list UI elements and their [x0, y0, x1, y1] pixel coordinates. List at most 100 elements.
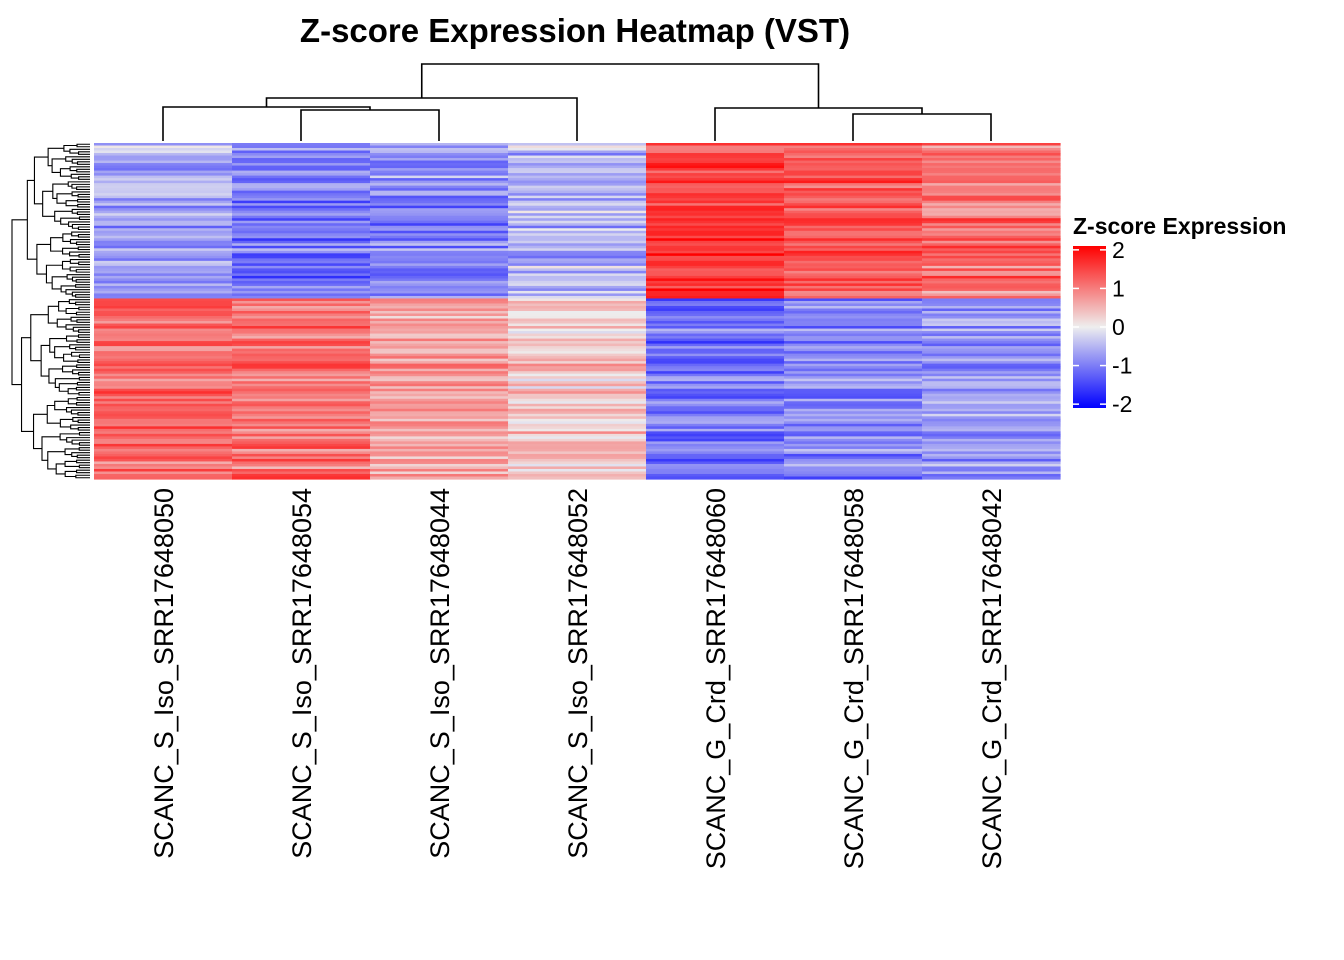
row-dendrogram-branch: [70, 424, 90, 430]
heatmap-cell: [646, 448, 785, 453]
heatmap-cell: [370, 476, 509, 480]
heatmap-cell: [370, 298, 509, 302]
heatmap-cell: [922, 295, 1061, 300]
heatmap-cell: [232, 278, 371, 282]
heatmap-cell: [508, 446, 647, 450]
heatmap-cell: [94, 255, 233, 259]
heatmap-cell: [646, 358, 785, 362]
heatmap-cell: [922, 160, 1061, 164]
heatmap-cell: [646, 203, 785, 207]
heatmap-cell: [94, 185, 233, 189]
heatmap-cell: [646, 215, 785, 219]
heatmap-cell: [784, 341, 923, 345]
heatmap-cell: [646, 431, 785, 435]
row-dendrogram-branch: [71, 231, 90, 237]
heatmap-cell: [646, 225, 785, 229]
heatmap-cell: [508, 438, 647, 442]
row-dendrogram-branch: [76, 339, 90, 343]
heatmap-cell: [922, 193, 1061, 197]
heatmap-cell: [508, 336, 647, 340]
heatmap-cell: [232, 336, 371, 340]
heatmap-cell: [370, 338, 509, 342]
heatmap-cell: [784, 273, 923, 277]
heatmap-cell: [370, 396, 509, 400]
heatmap-cell: [784, 326, 923, 330]
heatmap-cell: [232, 323, 371, 327]
heatmap-cell: [370, 418, 509, 422]
heatmap-cell: [508, 183, 647, 187]
heatmap-cell: [646, 388, 785, 392]
heatmap-cell: [232, 328, 371, 332]
heatmap-cell: [646, 368, 785, 372]
heatmap-cell: [370, 150, 509, 154]
heatmap-cell: [94, 218, 233, 222]
row-dendrogram-branch: [77, 427, 90, 431]
heatmap-cell: [232, 268, 371, 272]
heatmap-cell: [646, 233, 785, 237]
heatmap-cell: [784, 170, 923, 174]
heatmap-cell: [784, 280, 923, 285]
heatmap-cell: [508, 311, 647, 315]
heatmap-cell: [784, 295, 923, 300]
heatmap-cell: [508, 268, 647, 272]
heatmap-cell: [508, 153, 647, 157]
heatmap-cell: [784, 388, 923, 392]
heatmap-cell: [94, 343, 233, 347]
heatmap-cell: [508, 303, 647, 307]
heatmap-cell: [922, 316, 1061, 320]
heatmap-cell: [922, 298, 1061, 302]
heatmap-cell: [922, 348, 1061, 352]
row-dendrogram-branch: [41, 436, 61, 461]
heatmap-cell: [784, 188, 923, 192]
heatmap-cell: [646, 290, 785, 295]
heatmap-cell: [232, 361, 371, 365]
heatmap-cell: [646, 438, 785, 442]
heatmap-cell: [922, 413, 1061, 417]
heatmap-cell: [784, 233, 923, 237]
heatmap-cell: [784, 235, 923, 239]
heatmap-cell: [232, 438, 371, 442]
row-dendrogram-branch: [30, 314, 49, 362]
row-dendrogram-branch: [59, 433, 80, 441]
heatmap-cell: [508, 308, 647, 312]
heatmap-cell: [508, 466, 647, 470]
heatmap-cell: [784, 173, 923, 177]
heatmap-cell: [646, 476, 785, 480]
heatmap-cell: [94, 258, 233, 262]
heatmap-cell: [784, 358, 923, 362]
heatmap-cell: [784, 150, 923, 154]
heatmap-cell: [94, 431, 233, 435]
heatmap-cell: [508, 321, 647, 325]
row-dendrogram-branch: [69, 259, 90, 264]
heatmap-cell: [232, 366, 371, 370]
heatmap-cell: [94, 313, 233, 317]
heatmap-cell: [508, 456, 647, 460]
heatmap-cell: [232, 168, 371, 172]
heatmap-cell: [508, 210, 647, 214]
heatmap-cell: [784, 270, 923, 274]
row-dendrogram-branch: [56, 193, 73, 204]
heatmap-cell: [646, 418, 785, 422]
heatmap-cell: [646, 423, 785, 427]
column-label: SCANC_G_Crd_SRR17648060: [701, 488, 731, 869]
heatmap-cell: [370, 466, 509, 470]
heatmap-cell: [646, 386, 785, 390]
heatmap-cell: [370, 248, 509, 252]
heatmap-cell: [784, 180, 923, 184]
heatmap-cell: [232, 346, 371, 350]
heatmap-cell: [784, 205, 923, 209]
heatmap-cell: [922, 233, 1061, 237]
heatmap-cell: [922, 433, 1061, 437]
heatmap-cell: [370, 178, 509, 182]
row-dendrogram-branch: [76, 186, 90, 190]
heatmap-cell: [646, 253, 785, 257]
heatmap-cell: [508, 220, 647, 224]
heatmap-cell: [232, 388, 371, 392]
heatmap-cell: [922, 155, 1061, 159]
heatmap-cell: [922, 456, 1061, 460]
heatmap-cell: [646, 160, 785, 164]
heatmap-cell: [370, 170, 509, 174]
heatmap-cell: [784, 473, 923, 478]
heatmap-cell: [370, 391, 509, 395]
heatmap-cell: [922, 285, 1061, 290]
